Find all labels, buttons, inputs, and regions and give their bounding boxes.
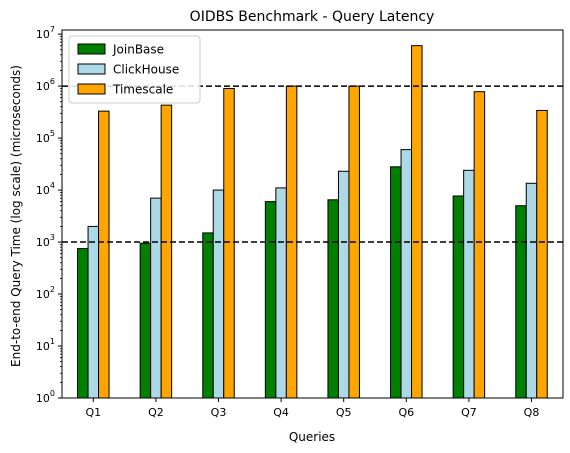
y-tick-label: 104 — [36, 181, 55, 197]
legend-swatch-clickhouse — [77, 63, 106, 75]
y-tick-label: 103 — [36, 233, 55, 249]
bar-joinbase-q5 — [327, 199, 339, 399]
bar-timescale-q1 — [98, 110, 110, 399]
bar-timescale-q3 — [223, 87, 235, 399]
bar-joinbase-q2 — [139, 242, 152, 399]
legend: JoinBase ClickHouse Timescale — [68, 35, 201, 104]
bar-clickhouse-q2 — [150, 197, 162, 399]
bar-clickhouse-q1 — [87, 225, 100, 399]
x-tick-label-q2: Q2 — [148, 406, 164, 419]
x-tick-label-q6: Q6 — [398, 406, 414, 419]
y-axis-ticks: 100 101 102 103 104 105 106 107 — [36, 25, 62, 405]
x-axis-ticks: Q1 Q2 Q3 Q4 Q5 Q6 Q7 Q8 — [85, 398, 539, 419]
x-tick-label-q4: Q4 — [273, 406, 289, 419]
y-tick-label: 107 — [36, 25, 55, 41]
plot-area — [61, 29, 564, 399]
x-tick-label-q7: Q7 — [461, 406, 477, 419]
bar-timescale-q7 — [473, 91, 486, 399]
bar-joinbase-q3 — [202, 232, 214, 399]
bar-clickhouse-q3 — [212, 189, 225, 399]
y-tick-label: 106 — [36, 77, 55, 93]
bar-timescale-q8 — [536, 109, 548, 399]
legend-swatch-timescale — [77, 83, 106, 95]
y-tick-label: 105 — [36, 129, 55, 145]
bar-joinbase-q7 — [452, 195, 465, 399]
bar-joinbase-q8 — [515, 205, 527, 399]
bar-joinbase-q4 — [264, 201, 277, 399]
axes-frame — [61, 29, 564, 399]
x-tick-label-q1: Q1 — [85, 406, 101, 419]
bar-clickhouse-q8 — [525, 182, 538, 399]
chart-title: OIDBS Benchmark - Query Latency — [190, 9, 435, 25]
legend-label-clickhouse: ClickHouse — [113, 63, 179, 77]
legend-swatch-joinbase — [77, 43, 106, 55]
bar-clickhouse-q7 — [463, 169, 475, 399]
x-tick-label-q3: Q3 — [211, 406, 227, 419]
bar-timescale-q6 — [411, 45, 423, 399]
bar-joinbase-q6 — [390, 166, 402, 399]
y-tick-label: 101 — [36, 337, 55, 353]
x-axis-title: Queries — [289, 430, 335, 444]
legend-label-joinbase: JoinBase — [112, 43, 164, 57]
legend-label-timescale: Timescale — [112, 83, 173, 97]
x-tick-label-q8: Q8 — [524, 406, 540, 419]
x-tick-label-q5: Q5 — [336, 406, 352, 419]
bar-clickhouse-q6 — [400, 149, 413, 399]
bar-clickhouse-q4 — [275, 187, 287, 399]
y-axis-title: End-to-end Query Time (log scale) (micro… — [9, 65, 23, 367]
y-tick-label: 102 — [36, 285, 55, 301]
bar-clickhouse-q5 — [337, 170, 350, 399]
bar-joinbase-q1 — [77, 248, 89, 399]
y-tick-label: 100 — [36, 389, 55, 405]
bar-timescale-q2 — [160, 104, 173, 399]
